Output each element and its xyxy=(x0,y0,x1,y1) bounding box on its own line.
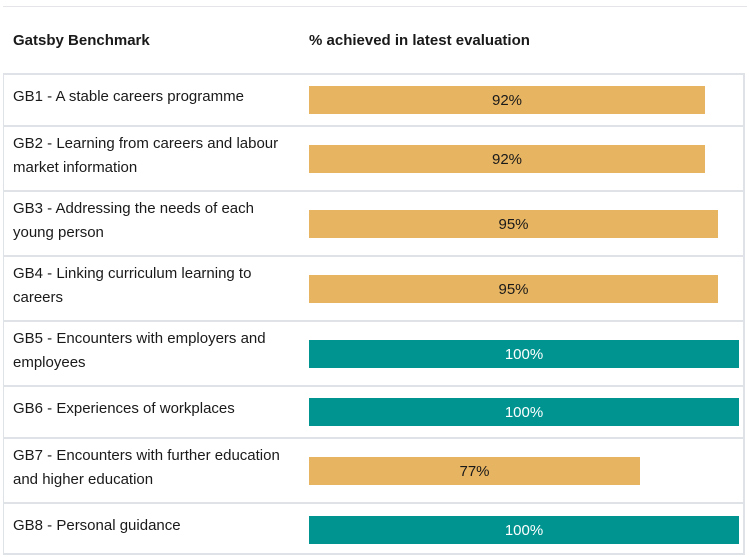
benchmark-label: GB2 - Learning from careers and labour m… xyxy=(13,135,279,176)
column-header-benchmark: Gatsby Benchmark xyxy=(13,32,150,49)
bar-value-label: 77% xyxy=(459,462,490,480)
bar-value-label: 95% xyxy=(498,280,529,298)
bar-value-label: 100% xyxy=(504,403,544,421)
top-rule xyxy=(3,6,747,7)
benchmark-label: GB8 - Personal guidance xyxy=(13,517,181,534)
table-row: GB2 - Learning from careers and labour m… xyxy=(3,125,745,190)
table-row: GB8 - Personal guidance 100% xyxy=(3,502,745,555)
bar-mark: 95% xyxy=(309,275,718,303)
table-row: GB1 - A stable careers programme 92% xyxy=(3,73,745,125)
table-row: GB5 - Encounters with employers and empl… xyxy=(3,320,745,385)
bar-mark: 92% xyxy=(309,86,705,114)
bar-value-label: 100% xyxy=(504,345,544,363)
table-row: GB6 - Experiences of workplaces 100% xyxy=(3,385,745,437)
bar-mark: 100% xyxy=(309,340,739,368)
bar-value-label: 92% xyxy=(491,91,523,109)
table-header: Gatsby Benchmark % achieved in latest ev… xyxy=(3,7,747,73)
bar-value-label: 95% xyxy=(498,215,529,233)
bar-value-label: 92% xyxy=(491,150,523,168)
column-header-percent: % achieved in latest evaluation xyxy=(309,32,530,49)
benchmark-label: GB3 - Addressing the needs of each young… xyxy=(13,200,254,241)
benchmark-label: GB5 - Encounters with employers and empl… xyxy=(13,330,266,371)
benchmark-label: GB6 - Experiences of workplaces xyxy=(13,400,235,417)
table-row: GB4 - Linking curriculum learning to car… xyxy=(3,255,745,320)
benchmark-label: GB1 - A stable careers programme xyxy=(13,88,244,105)
table-row: GB7 - Encounters with further education … xyxy=(3,437,745,502)
bar-mark: 100% xyxy=(309,398,739,426)
bar-mark: 95% xyxy=(309,210,718,238)
benchmark-label: GB7 - Encounters with further education … xyxy=(13,447,280,488)
bar-mark: 92% xyxy=(309,145,705,173)
bar-value-label: 100% xyxy=(504,521,544,539)
bar-mark: 100% xyxy=(309,516,739,544)
table-row: GB3 - Addressing the needs of each young… xyxy=(3,190,745,255)
bar-mark: 77% xyxy=(309,457,640,485)
benchmark-label: GB4 - Linking curriculum learning to car… xyxy=(13,265,252,306)
